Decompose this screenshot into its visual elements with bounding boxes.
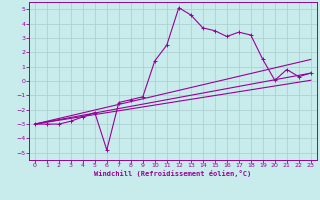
X-axis label: Windchill (Refroidissement éolien,°C): Windchill (Refroidissement éolien,°C) — [94, 170, 252, 177]
